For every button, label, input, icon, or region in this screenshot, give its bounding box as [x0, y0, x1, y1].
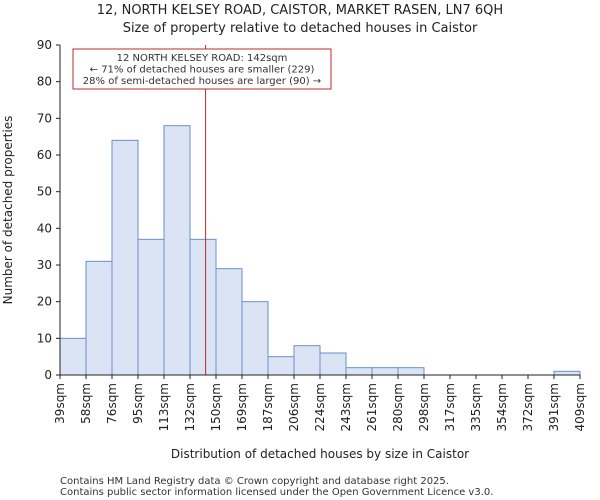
x-tick-label: 317sqm: [443, 383, 457, 431]
histogram-bar: [267, 356, 295, 376]
footer-licence: Contains public sector information licen…: [60, 487, 493, 498]
histogram-bar: [137, 238, 165, 376]
histogram-bar: [371, 367, 399, 376]
histogram-bar: [293, 345, 321, 376]
histogram-bar: [241, 301, 269, 376]
annotation-line-3: 28% of semi-detached houses are larger (…: [83, 76, 321, 87]
footer-copyright: Contains HM Land Registry data © Crown c…: [60, 476, 449, 487]
x-axis-label: Distribution of detached houses by size …: [171, 447, 469, 461]
x-tick-label: 150sqm: [209, 383, 223, 431]
x-tick-label: 243sqm: [339, 383, 353, 431]
histogram-bar: [215, 268, 243, 376]
histogram-bar: [189, 238, 217, 376]
x-tick-label: 335sqm: [469, 383, 483, 431]
histogram-bar: [319, 352, 347, 376]
x-tick-label: 354sqm: [495, 383, 509, 431]
x-tick-label: 261sqm: [365, 383, 379, 431]
y-tick-label: 30: [37, 258, 52, 272]
annotation-line-1: 12 NORTH KELSEY ROAD: 142sqm: [117, 53, 288, 64]
y-tick-label: 90: [37, 38, 52, 52]
x-tick-label: 95sqm: [131, 383, 145, 424]
x-tick-label: 76sqm: [105, 383, 119, 424]
y-tick-label: 50: [37, 185, 52, 199]
y-tick-label: 70: [37, 111, 52, 125]
histogram-bar: [111, 139, 139, 376]
x-tick-label: 39sqm: [53, 383, 67, 424]
y-tick-label: 60: [37, 148, 52, 162]
x-tick-label: 58sqm: [79, 383, 93, 424]
histogram-bar: [85, 260, 113, 376]
histogram-bar: [163, 125, 191, 376]
x-tick-label: 224sqm: [313, 383, 327, 431]
y-axis-ticks: 0 10 20 30 40 50 60 70 80 90: [37, 38, 60, 382]
y-tick-label: 40: [37, 221, 52, 235]
y-tick-label: 0: [44, 368, 52, 382]
annotation-box: 12 NORTH KELSEY ROAD: 142sqm ← 71% of de…: [72, 48, 332, 90]
chart-title: 12, NORTH KELSEY ROAD, CAISTOR, MARKET R…: [97, 3, 503, 18]
x-tick-label: 169sqm: [235, 383, 249, 431]
x-axis-ticks: 39sqm 58sqm 76sqm 95sqm 113sqm 132sqm 150sqm 16…: [53, 375, 587, 431]
x-tick-label: 113sqm: [157, 383, 171, 431]
x-tick-label: 372sqm: [521, 383, 535, 431]
x-tick-label: 206sqm: [287, 383, 301, 431]
histogram-bar: [59, 337, 87, 376]
histogram-bar: [553, 370, 581, 376]
chart-subtitle: Size of property relative to detached ho…: [123, 21, 478, 36]
y-tick-label: 10: [37, 331, 52, 345]
histogram-bar: [397, 367, 425, 376]
annotation-line-2: ← 71% of detached houses are smaller (22…: [90, 65, 315, 76]
x-tick-label: 187sqm: [261, 383, 275, 431]
annotation-frame: [72, 48, 332, 90]
bars: [59, 125, 581, 376]
x-tick-label: 391sqm: [547, 383, 561, 431]
y-tick-label: 80: [37, 75, 52, 89]
x-tick-label: 298sqm: [417, 383, 431, 431]
x-tick-label: 132sqm: [183, 383, 197, 431]
y-tick-label: 20: [37, 295, 52, 309]
x-tick-label: 409sqm: [573, 383, 587, 431]
histogram-bar: [345, 367, 373, 376]
x-tick-label: 280sqm: [391, 383, 405, 431]
y-axis-label: Number of detached properties: [1, 116, 15, 305]
